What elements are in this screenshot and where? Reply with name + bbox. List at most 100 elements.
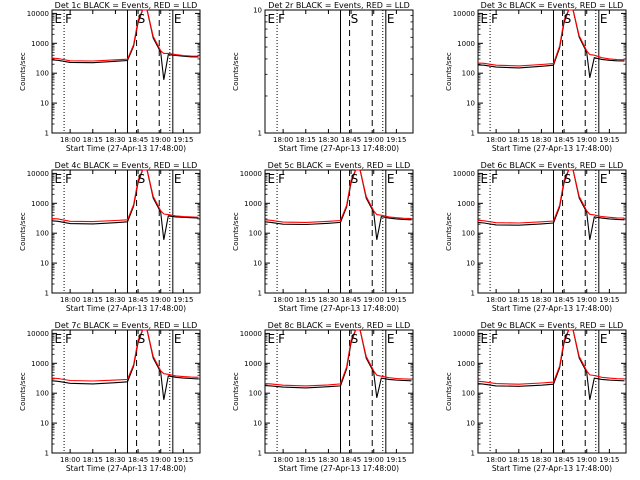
state-marker: E xyxy=(55,172,63,186)
x-tick-label: 19:00 xyxy=(577,456,597,464)
state-marker: E xyxy=(387,12,395,26)
panel-title: Det 5c BLACK = Events, RED = LLD xyxy=(268,161,411,170)
state-marker: E xyxy=(387,172,395,186)
x-axis-label: Start Time (27-Apr-13 17:48:00) xyxy=(279,304,399,313)
y-tick-label: 10 xyxy=(466,260,475,268)
x-tick-label: 19:15 xyxy=(599,136,619,144)
panel-title: Det 7c BLACK = Events, RED = LLD xyxy=(55,321,198,330)
x-tick-label: 18:00 xyxy=(486,136,506,144)
y-tick-label: 1000 xyxy=(457,360,475,368)
x-axis-label: Start Time (27-Apr-13 17:48:00) xyxy=(66,144,186,153)
y-tick-label: 10000 xyxy=(453,330,475,338)
state-marker: S xyxy=(351,332,359,346)
x-tick-label: 18:30 xyxy=(531,456,551,464)
y-tick-label: 1000 xyxy=(31,200,49,208)
panel-title: Det 8c BLACK = Events, RED = LLD xyxy=(268,321,411,330)
y-tick-label: 100 xyxy=(462,70,475,78)
panel-9: Det 9c BLACK = Events, RED = LLD 18:00 18:… xyxy=(445,321,627,473)
y-tick-label: 1 xyxy=(471,290,475,298)
x-axis-label: Start Time (27-Apr-13 17:48:00) xyxy=(492,304,612,313)
y-axis-label: Counts/sec xyxy=(19,372,27,411)
x-tick-label: 18:00 xyxy=(273,136,293,144)
state-marker: E xyxy=(600,332,608,346)
x-tick-label: 18:45 xyxy=(128,136,148,144)
x-tick-label: 18:00 xyxy=(60,136,80,144)
x-tick-label: 18:00 xyxy=(486,456,506,464)
x-tick-label: 19:00 xyxy=(364,136,384,144)
y-tick-label: 1 xyxy=(258,130,262,138)
state-marker: F xyxy=(278,12,285,26)
y-tick-label: 10000 xyxy=(27,10,49,18)
x-tick-label: 18:45 xyxy=(341,136,361,144)
state-marker: S xyxy=(564,12,572,26)
state-marker: S xyxy=(351,172,359,186)
x-tick-label: 18:30 xyxy=(318,136,338,144)
state-marker: F xyxy=(65,172,72,186)
state-marker: S xyxy=(138,12,146,26)
series-lld-line xyxy=(51,329,199,382)
x-tick-label: 18:00 xyxy=(60,296,80,304)
state-marker: S xyxy=(351,12,359,26)
state-marker: E xyxy=(55,332,63,346)
x-tick-label: 18:45 xyxy=(341,456,361,464)
x-axis-label: Start Time (27-Apr-13 17:48:00) xyxy=(66,304,186,313)
x-tick-label: 18:15 xyxy=(83,136,103,144)
y-tick-label: 1 xyxy=(258,290,262,298)
state-marker: F xyxy=(65,332,72,346)
y-axis-label: Counts/sec xyxy=(445,52,453,91)
x-tick-label: 18:45 xyxy=(554,456,574,464)
state-marker: E xyxy=(268,332,276,346)
y-tick-label: 10000 xyxy=(240,170,262,178)
panel-title: Det 2r BLACK = Events, RED = LLD xyxy=(268,1,410,10)
y-tick-label: 10000 xyxy=(27,170,49,178)
y-axis-label: Counts/sec xyxy=(232,52,240,91)
y-tick-label: 1000 xyxy=(31,360,49,368)
y-tick-label: 10000 xyxy=(453,170,475,178)
x-tick-label: 19:00 xyxy=(151,136,171,144)
y-tick-label: 10000 xyxy=(453,10,475,18)
plot-frame xyxy=(51,9,201,134)
state-marker: F xyxy=(491,332,498,346)
state-marker: E xyxy=(268,12,276,26)
x-tick-label: 18:30 xyxy=(105,296,125,304)
series-lld-line xyxy=(264,169,412,223)
x-tick-label: 19:00 xyxy=(364,456,384,464)
y-tick-label: 10 xyxy=(253,7,262,15)
state-marker: E xyxy=(387,332,395,346)
state-marker: E xyxy=(268,172,276,186)
state-marker: S xyxy=(564,332,572,346)
state-marker: S xyxy=(564,172,572,186)
panel-2: Det 2r BLACK = Events, RED = LLD 18:00 18:… xyxy=(232,1,414,153)
y-tick-label: 100 xyxy=(36,390,49,398)
y-tick-label: 1 xyxy=(45,450,49,458)
plot-frame xyxy=(477,9,627,134)
series-lld-line xyxy=(477,329,625,385)
x-tick-label: 19:15 xyxy=(173,136,193,144)
series-lld-line xyxy=(51,169,199,223)
x-tick-label: 19:15 xyxy=(386,136,406,144)
x-tick-label: 19:00 xyxy=(577,296,597,304)
x-axis-label: Start Time (27-Apr-13 17:48:00) xyxy=(492,464,612,473)
panel-title: Det 6c BLACK = Events, RED = LLD xyxy=(481,161,624,170)
y-tick-label: 1000 xyxy=(457,40,475,48)
state-marker: E xyxy=(481,172,489,186)
y-tick-label: 1000 xyxy=(457,200,475,208)
y-tick-label: 100 xyxy=(462,230,475,238)
x-tick-label: 19:15 xyxy=(173,456,193,464)
x-tick-label: 18:15 xyxy=(509,136,529,144)
x-tick-label: 19:15 xyxy=(386,456,406,464)
state-marker: F xyxy=(65,12,72,26)
state-marker: F xyxy=(278,332,285,346)
y-tick-label: 1 xyxy=(45,290,49,298)
y-axis-label: Counts/sec xyxy=(19,52,27,91)
y-tick-label: 100 xyxy=(249,390,262,398)
x-tick-label: 18:45 xyxy=(554,296,574,304)
y-tick-label: 10 xyxy=(40,260,49,268)
panel-title: Det 9c BLACK = Events, RED = LLD xyxy=(481,321,624,330)
